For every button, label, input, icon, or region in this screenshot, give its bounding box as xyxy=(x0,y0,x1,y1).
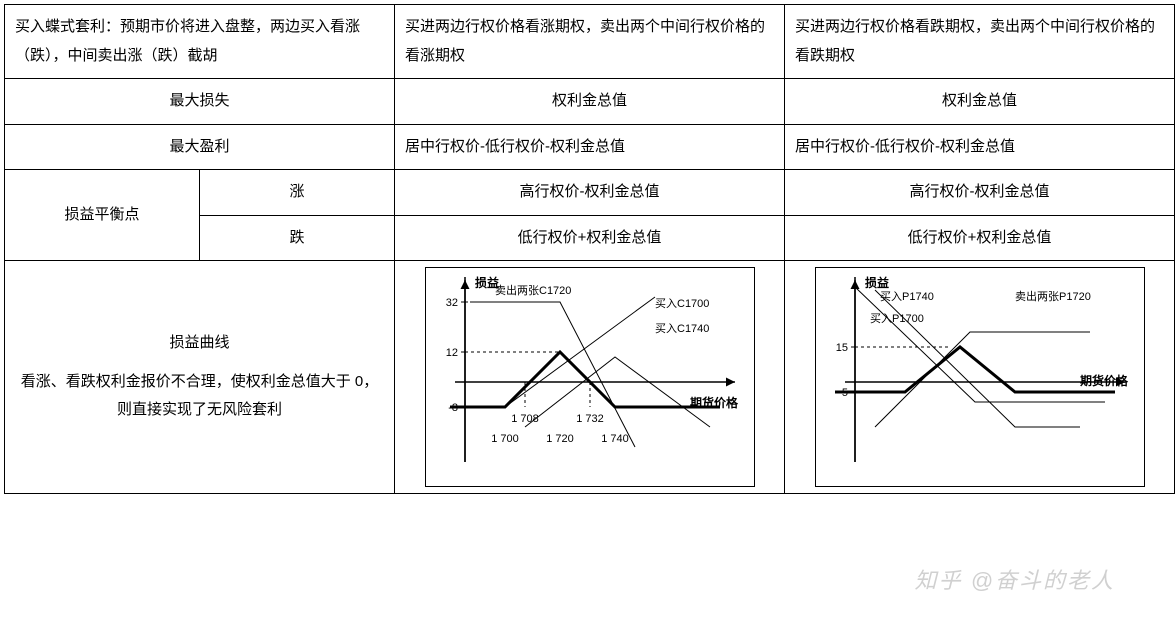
cell-breakeven-up: 涨 xyxy=(200,170,395,216)
svg-text:15: 15 xyxy=(835,342,847,354)
cell-maxloss-call: 权利金总值 xyxy=(395,79,785,125)
payoff-title: 损益曲线 xyxy=(15,329,384,358)
cell-chart-call: 损益期货价格3212-8卖出两张C1720买入C1700买入C17401 708… xyxy=(395,261,785,494)
cell-maxloss-label: 最大损失 xyxy=(5,79,395,125)
svg-text:买入P1740: 买入P1740 xyxy=(880,290,934,303)
svg-text:损益: 损益 xyxy=(865,275,889,290)
cell-breakeven-down: 跌 xyxy=(200,215,395,261)
chart-call-svg: 损益期货价格3212-8卖出两张C1720买入C1700买入C17401 708… xyxy=(430,272,750,482)
cell-breakeven-up-put: 高行权价-权利金总值 xyxy=(785,170,1175,216)
cell-put-desc: 买进两边行权价格看跌期权，卖出两个中间行权价格的看跌期权 xyxy=(785,5,1175,79)
chart-put-svg: 损益期货价格15-5买入P1740买入P1700卖出两张P1720 xyxy=(820,272,1140,482)
svg-text:卖出两张C1720: 卖出两张C1720 xyxy=(495,283,571,297)
cell-maxloss-put: 权利金总值 xyxy=(785,79,1175,125)
cell-breakeven-up-call: 高行权价-权利金总值 xyxy=(395,170,785,216)
watermark: 知乎 @奋斗的老人 xyxy=(915,563,1115,595)
cell-strategy-desc: 买入蝶式套利：预期市价将进入盘整，两边买入看涨（跌），中间卖出涨（跌）截胡 xyxy=(5,5,395,79)
table-row: 损益平衡点 涨 高行权价-权利金总值 高行权价-权利金总值 xyxy=(5,170,1175,216)
svg-text:1 708: 1 708 xyxy=(511,413,539,425)
svg-text:1 732: 1 732 xyxy=(576,413,604,425)
svg-text:1 720: 1 720 xyxy=(546,433,574,445)
cell-breakeven-down-put: 低行权价+权利金总值 xyxy=(785,215,1175,261)
svg-text:1 740: 1 740 xyxy=(601,433,629,445)
table-row: 买入蝶式套利：预期市价将进入盘整，两边买入看涨（跌），中间卖出涨（跌）截胡 买进… xyxy=(5,5,1175,79)
table-row: 最大损失 权利金总值 权利金总值 xyxy=(5,79,1175,125)
svg-text:卖出两张P1720: 卖出两张P1720 xyxy=(1015,289,1091,303)
table-row: 损益曲线 看涨、看跌权利金报价不合理，使权利金总值大于 0，则直接实现了无风险套… xyxy=(5,261,1175,494)
svg-text:买入C1740: 买入C1740 xyxy=(655,322,709,335)
svg-text:32: 32 xyxy=(445,297,457,309)
table-row: 最大盈利 居中行权价-低行权价-权利金总值 居中行权价-低行权价-权利金总值 xyxy=(5,124,1175,170)
svg-text:12: 12 xyxy=(445,347,457,359)
cell-maxprofit-label: 最大盈利 xyxy=(5,124,395,170)
cell-maxprofit-call: 居中行权价-低行权价-权利金总值 xyxy=(395,124,785,170)
cell-breakeven-label: 损益平衡点 xyxy=(5,170,200,261)
payoff-note: 看涨、看跌权利金报价不合理，使权利金总值大于 0，则直接实现了无风险套利 xyxy=(15,368,384,425)
cell-breakeven-down-call: 低行权价+权利金总值 xyxy=(395,215,785,261)
svg-text:期货价格: 期货价格 xyxy=(1080,373,1129,388)
cell-chart-put: 损益期货价格15-5买入P1740买入P1700卖出两张P1720 xyxy=(785,261,1175,494)
chart-put-box: 损益期货价格15-5买入P1740买入P1700卖出两张P1720 xyxy=(815,267,1145,487)
chart-call-box: 损益期货价格3212-8卖出两张C1720买入C1700买入C17401 708… xyxy=(425,267,755,487)
cell-payoff-desc: 损益曲线 看涨、看跌权利金报价不合理，使权利金总值大于 0，则直接实现了无风险套… xyxy=(5,261,395,494)
svg-text:买入C1700: 买入C1700 xyxy=(655,297,709,310)
butterfly-table: 买入蝶式套利：预期市价将进入盘整，两边买入看涨（跌），中间卖出涨（跌）截胡 买进… xyxy=(4,4,1175,494)
svg-text:1 700: 1 700 xyxy=(491,433,519,445)
svg-text:买入P1700: 买入P1700 xyxy=(870,312,924,325)
cell-maxprofit-put: 居中行权价-低行权价-权利金总值 xyxy=(785,124,1175,170)
cell-call-desc: 买进两边行权价格看涨期权，卖出两个中间行权价格的看涨期权 xyxy=(395,5,785,79)
